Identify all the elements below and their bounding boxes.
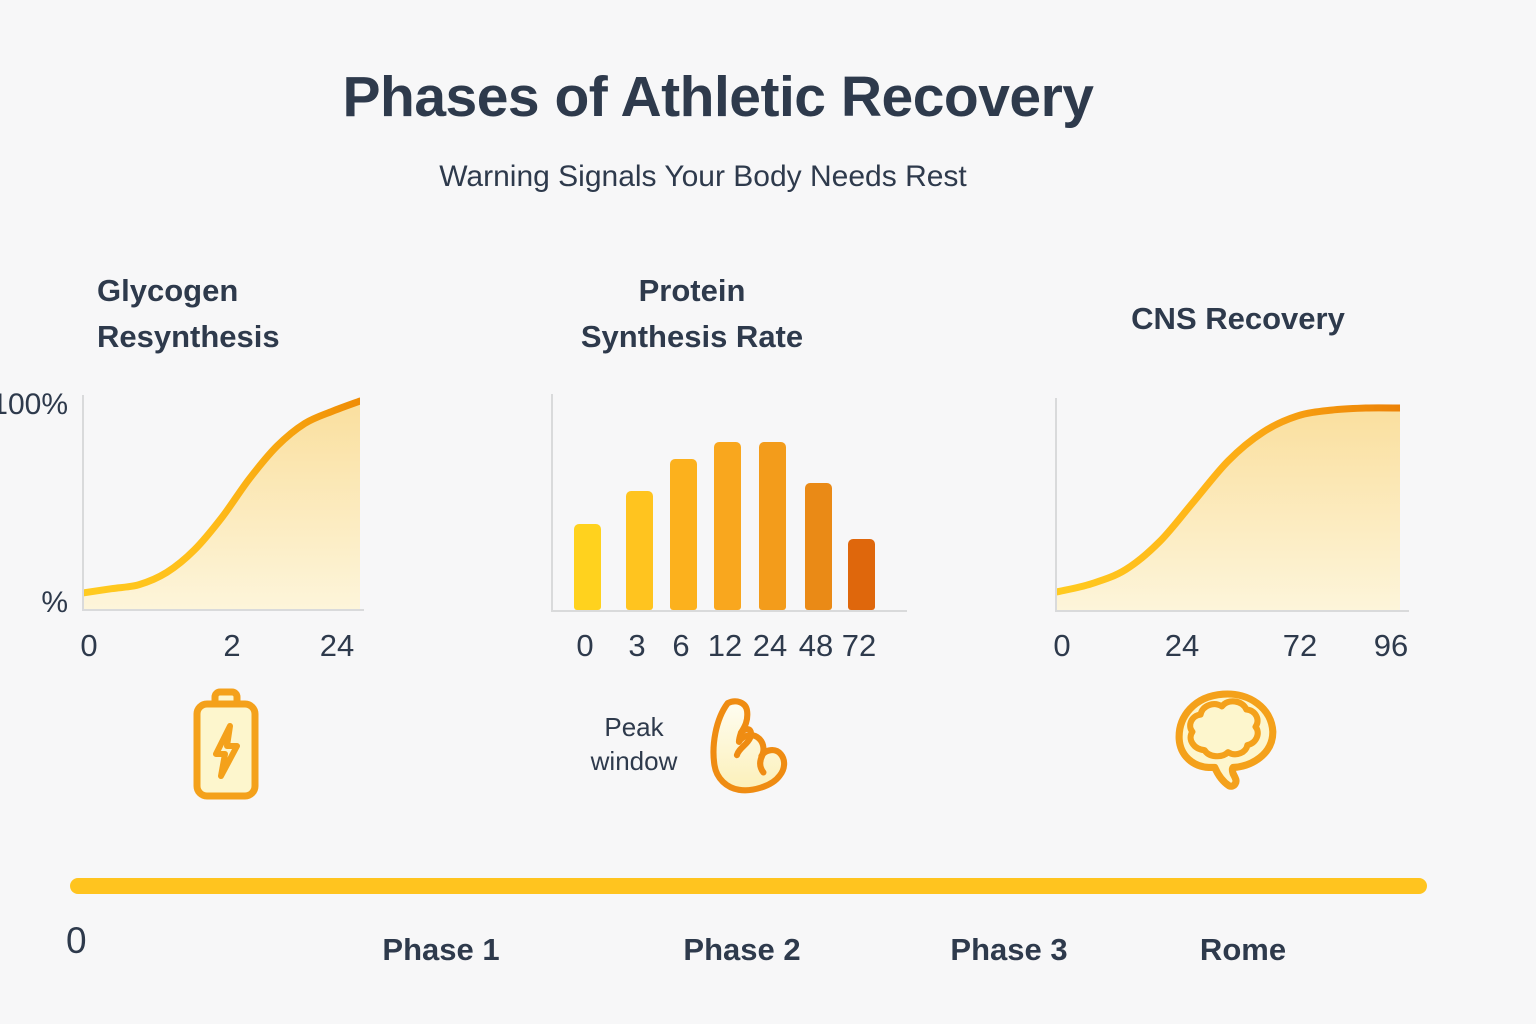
peak-window-label: Peak window [590, 712, 678, 776]
glycogen-line [84, 397, 360, 597]
x-tick-label: 0 [576, 628, 594, 663]
timeline-label-phase-3: Phase 3 [950, 932, 1068, 967]
x-tick-label: 24 [752, 628, 788, 663]
cns-curve [1057, 404, 1400, 610]
bar-0 [573, 524, 601, 610]
x-tick-label: 24 [1164, 628, 1200, 663]
page-title: Phases of Athletic Recovery [342, 65, 1094, 129]
bicep-icon [710, 698, 788, 794]
bar-12 [713, 442, 741, 610]
brain-icon [1175, 690, 1277, 790]
timeline-origin-label: 0 [66, 920, 87, 961]
x-tick-label: 12 [707, 628, 743, 663]
protein-bars [553, 394, 907, 610]
bar-48 [804, 483, 832, 610]
glycogen-area-fill [84, 401, 360, 609]
glycogen-curve [84, 397, 360, 609]
timeline-label-phase-1: Phase 1 [382, 932, 500, 967]
x-tick-label: 72 [1282, 628, 1318, 663]
y-axis-label-100: 100% [0, 388, 68, 421]
chart-title-protein: Protein Synthesis Rate [580, 273, 804, 354]
glycogen-plot [82, 395, 364, 611]
cns-plot [1055, 398, 1409, 612]
x-tick-label: 24 [319, 628, 355, 663]
timeline-label-rome: Rome [1199, 932, 1287, 967]
x-tick-label: 0 [80, 628, 98, 663]
x-tick-label: 96 [1373, 628, 1409, 663]
timeline-bar [70, 878, 1427, 894]
bar-24 [758, 442, 786, 610]
chart-title-cns: CNS Recovery [1131, 301, 1345, 336]
bar-3 [625, 491, 653, 610]
bar-72 [847, 539, 875, 610]
chart-title-glycogen: Glycogen Resynthesis [97, 273, 280, 354]
protein-plot [551, 394, 907, 612]
battery-charging-icon [193, 688, 259, 800]
page-subtitle: Warning Signals Your Body Needs Rest [439, 160, 967, 193]
x-tick-label: 3 [628, 628, 646, 663]
x-tick-label: 6 [672, 628, 690, 663]
timeline-label-phase-2: Phase 2 [683, 932, 801, 967]
x-tick-label: 0 [1053, 628, 1071, 663]
x-tick-label: 72 [841, 628, 877, 663]
bar-6 [669, 459, 697, 610]
cns-line [1057, 404, 1400, 596]
x-tick-label: 48 [798, 628, 834, 663]
y-axis-label-pct: % [41, 586, 68, 619]
x-tick-label: 2 [223, 628, 241, 663]
